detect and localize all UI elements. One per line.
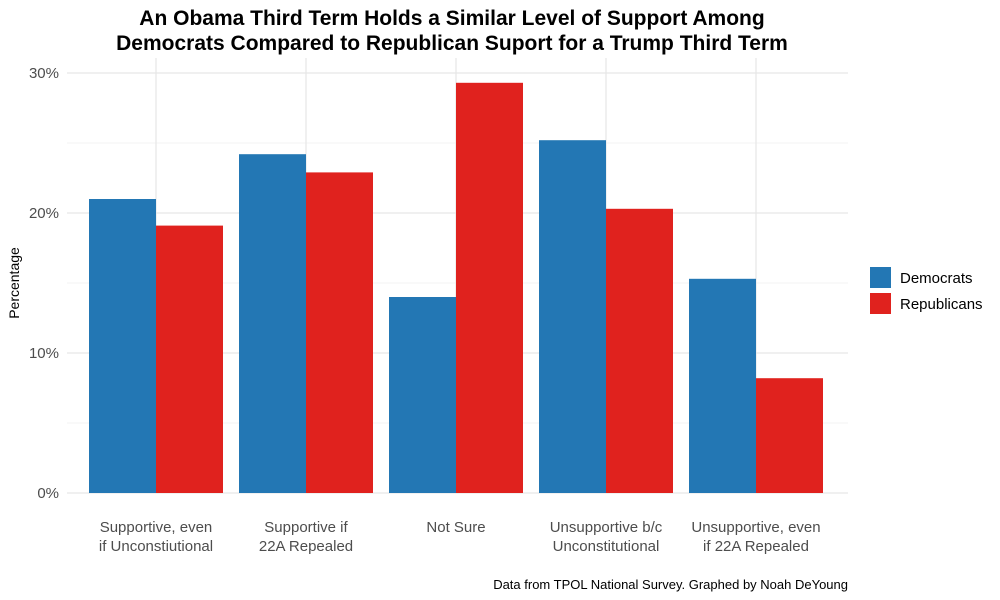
bars [89, 82, 823, 494]
bar-democrats-0 [89, 199, 156, 493]
y-axis-ticks: 0% 10% 20% 30% [29, 65, 59, 502]
x-tick-label-line: Supportive, even [100, 519, 213, 536]
x-tick-label: Unsupportive, even if 22A Repealed [691, 519, 820, 555]
bar-republicans-0 [156, 225, 223, 493]
x-tick-label-line: Unconstitutional [553, 538, 660, 555]
bar-republicans-2 [456, 82, 523, 494]
bar-republicans-1 [306, 172, 373, 493]
x-tick-label: Not Sure [426, 519, 485, 536]
x-tick-label: Unsupportive b/c Unconstitutional [550, 519, 663, 555]
y-axis-label: Percentage [6, 247, 22, 319]
bar-republicans-4 [756, 378, 823, 493]
bar-democrats-1 [239, 154, 306, 493]
legend-swatch-democrats [870, 267, 891, 288]
x-tick-label-line: Unsupportive, even [691, 519, 820, 536]
y-tick-label: 30% [29, 65, 59, 82]
y-tick-label: 10% [29, 345, 59, 362]
x-tick-label-line: Supportive if [264, 519, 348, 536]
bar-democrats-3 [539, 140, 606, 493]
legend: Democrats Republicans [870, 267, 983, 314]
x-tick-label-line: if 22A Repealed [703, 538, 809, 555]
bar-republicans-3 [606, 208, 673, 494]
x-tick-label-line: 22A Repealed [259, 538, 353, 555]
x-tick-label-line: Unsupportive b/c [550, 519, 663, 536]
chart-caption: Data from TPOL National Survey. Graphed … [493, 577, 848, 592]
y-tick-label: 0% [37, 485, 59, 502]
x-tick-label: Supportive if 22A Repealed [259, 519, 353, 555]
legend-label-democrats: Democrats [900, 270, 973, 287]
chart-title-line-1: An Obama Third Term Holds a Similar Leve… [139, 7, 764, 30]
chart-title-line-2: Democrats Compared to Republican Suport … [116, 32, 788, 55]
x-tick-label: Supportive, even if Unconstiutional [99, 519, 213, 555]
y-tick-label: 20% [29, 205, 59, 222]
bar-democrats-4 [689, 278, 756, 493]
legend-label-republicans: Republicans [900, 296, 983, 313]
x-axis-ticks: Supportive, even if UnconstiutionalSuppor… [99, 519, 821, 555]
x-tick-label-line: Not Sure [426, 519, 485, 536]
x-tick-label-line: if Unconstiutional [99, 538, 213, 555]
bar-democrats-2 [389, 297, 456, 493]
legend-swatch-republicans [870, 293, 891, 314]
